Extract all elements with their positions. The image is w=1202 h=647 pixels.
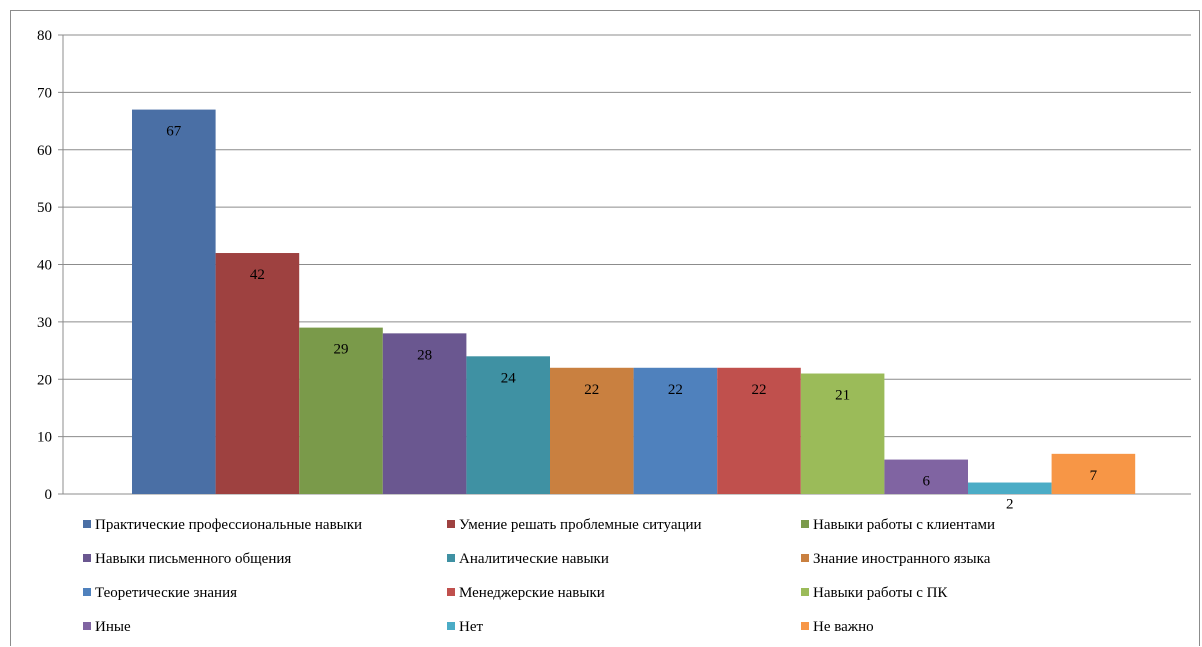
legend-label: Нет [459,619,483,635]
data-label-3: 29 [334,342,349,358]
bar-3 [299,327,383,494]
bar-5 [466,356,550,494]
legend-swatch [801,554,809,562]
legend-swatch [83,554,91,562]
y-tick-label: 0 [45,487,53,503]
legend-item: Не важно [801,619,874,635]
y-tick-label: 80 [37,28,52,44]
bar-2 [215,253,300,494]
y-tick-label: 60 [37,143,52,159]
data-label-10: 6 [922,474,930,490]
legend-item: Умение решать проблемные ситуации [447,517,702,533]
legend: Практические профессиональные навыки Умен… [83,517,995,635]
data-label-8: 22 [752,382,767,398]
bars [132,109,1136,495]
legend-item: Аналитические навыки [447,551,609,567]
data-label-6: 22 [584,382,599,398]
y-tick-label: 10 [37,430,52,446]
bar-10 [884,459,968,494]
data-label-5: 24 [501,370,517,386]
legend-swatch [83,588,91,596]
legend-label: Навыки письменного общения [95,551,291,567]
legend-label: Умение решать проблемные ситуации [459,517,702,533]
data-label-7: 22 [668,382,683,398]
bar-12 [1051,453,1136,494]
legend-item: Теоретические знания [83,585,237,601]
y-tick-label: 70 [37,85,52,101]
legend-swatch [447,520,455,528]
legend-swatch [801,622,809,630]
legend-swatch [447,588,455,596]
legend-label: Менеджерские навыки [459,585,605,601]
legend-swatch [801,520,809,528]
y-tick-label: 40 [37,258,52,274]
legend-item: Навыки письменного общения [83,551,291,567]
legend-label: Навыки работы с клиентами [813,517,995,533]
legend-item: Знание иностранного языка [801,551,991,567]
y-tick-label: 30 [37,315,52,331]
bar-7 [633,367,718,494]
chart-frame: 0 10 20 30 40 50 60 70 80 67 42 29 28 24 22 22 22 21 6 2 7 … [10,10,1200,646]
data-label-4: 28 [417,347,432,363]
data-label-12: 7 [1090,468,1098,484]
bar-11 [968,482,1052,494]
bar-6 [550,367,634,494]
legend-label: Навыки работы с ПК [813,585,948,601]
bar-8 [717,367,801,494]
y-axis: 0 10 20 30 40 50 60 70 80 [37,28,64,503]
legend-item: Менеджерские навыки [447,585,605,601]
bar-1 [132,109,216,495]
legend-label: Аналитические навыки [459,551,609,567]
legend-label: Теоретические знания [95,585,237,601]
legend-swatch [83,520,91,528]
legend-label: Не важно [813,619,874,635]
data-label-9: 21 [835,388,850,404]
legend-label: Практические профессиональные навыки [95,517,362,533]
legend-label: Знание иностранного языка [813,551,991,567]
y-tick-label: 50 [37,200,52,216]
legend-item: Нет [447,619,483,635]
data-label-11: 2 [1006,497,1014,513]
data-label-2: 42 [250,267,265,283]
bar-4 [382,333,467,494]
legend-item: Иные [83,619,131,635]
data-labels: 67 42 29 28 24 22 22 22 21 6 2 7 [166,124,1097,513]
legend-swatch [447,554,455,562]
legend-item: Практические профессиональные навыки [83,517,362,533]
legend-label: Иные [95,619,131,635]
legend-swatch [447,622,455,630]
y-tick-label: 20 [37,372,52,388]
data-label-1: 67 [166,124,182,140]
legend-item: Навыки работы с ПК [801,585,948,601]
legend-item: Навыки работы с клиентами [801,517,995,533]
bar-9 [800,373,885,494]
legend-swatch [801,588,809,596]
legend-swatch [83,622,91,630]
